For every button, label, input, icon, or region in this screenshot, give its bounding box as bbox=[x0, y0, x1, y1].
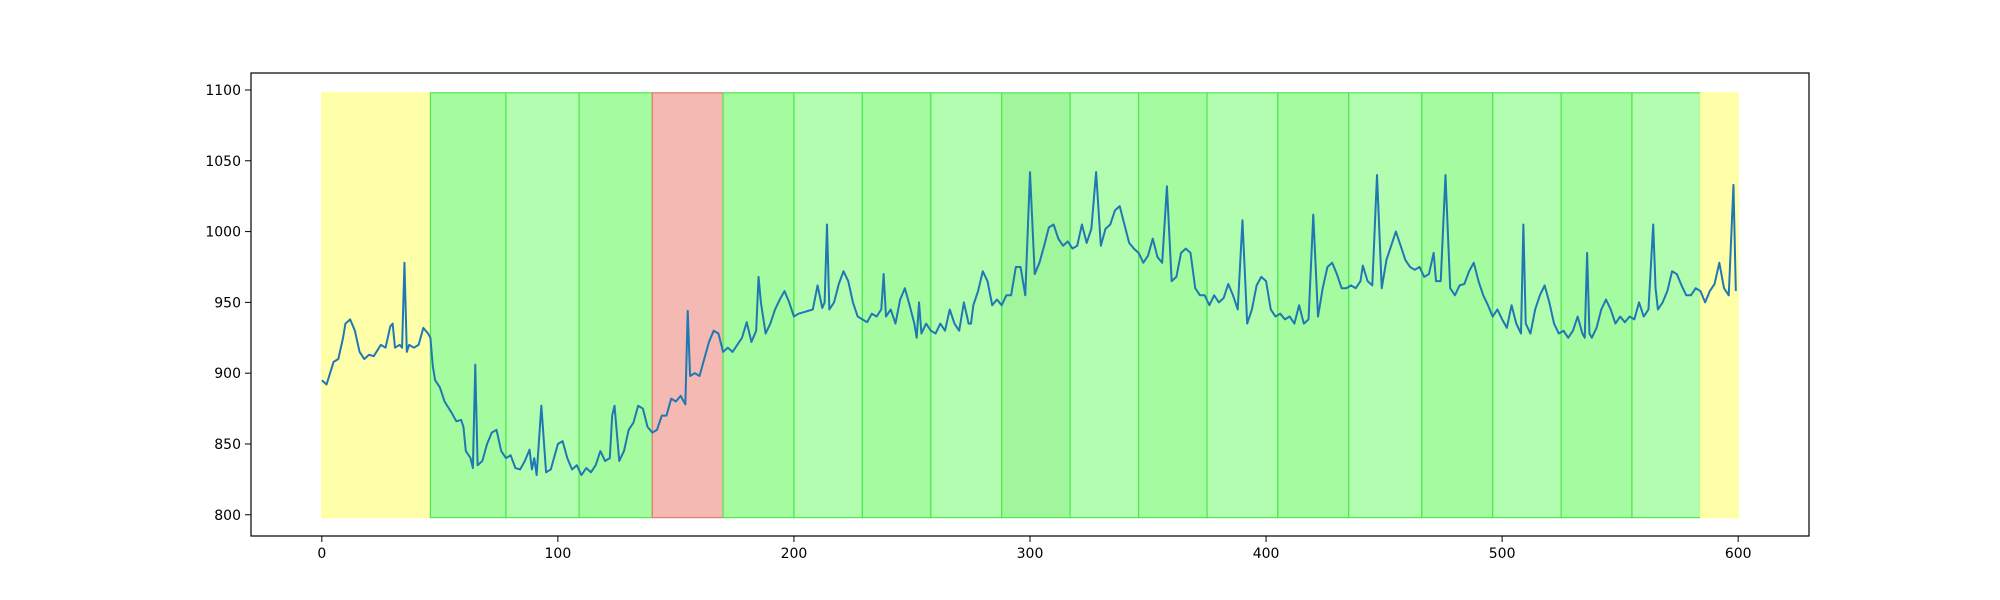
y-tick-label: 1050 bbox=[205, 154, 241, 170]
y-tick-label: 1000 bbox=[205, 225, 241, 241]
region bbox=[578, 92, 653, 519]
y-tick-label: 950 bbox=[214, 295, 241, 311]
y-tick-label: 1100 bbox=[205, 83, 241, 99]
x-tick-label: 0 bbox=[317, 546, 326, 562]
region bbox=[1560, 92, 1633, 519]
region bbox=[861, 92, 932, 519]
x-tick-label: 500 bbox=[1489, 546, 1516, 562]
x-tick-label: 400 bbox=[1253, 546, 1280, 562]
region bbox=[930, 92, 1003, 519]
data-line bbox=[321, 171, 1737, 477]
region bbox=[722, 92, 795, 519]
region bbox=[1421, 92, 1494, 519]
region bbox=[1069, 92, 1140, 519]
region bbox=[321, 92, 432, 519]
region bbox=[505, 92, 580, 519]
x-tick-label: 300 bbox=[1017, 546, 1044, 562]
region bbox=[1001, 92, 1071, 519]
region bbox=[429, 92, 507, 519]
region bbox=[1631, 92, 1702, 519]
region bbox=[1137, 92, 1208, 519]
region bbox=[793, 92, 863, 519]
x-tick-label: 600 bbox=[1725, 546, 1752, 562]
x-tick-label: 100 bbox=[545, 546, 572, 562]
region bbox=[1699, 92, 1739, 519]
region bbox=[1277, 92, 1350, 519]
y-tick-label: 800 bbox=[214, 508, 241, 524]
x-tick-label: 200 bbox=[781, 546, 808, 562]
region bbox=[651, 92, 724, 519]
region bbox=[1348, 92, 1423, 519]
region bbox=[1206, 92, 1279, 519]
y-tick-label: 850 bbox=[214, 437, 241, 453]
y-tick-label: 900 bbox=[214, 366, 241, 382]
